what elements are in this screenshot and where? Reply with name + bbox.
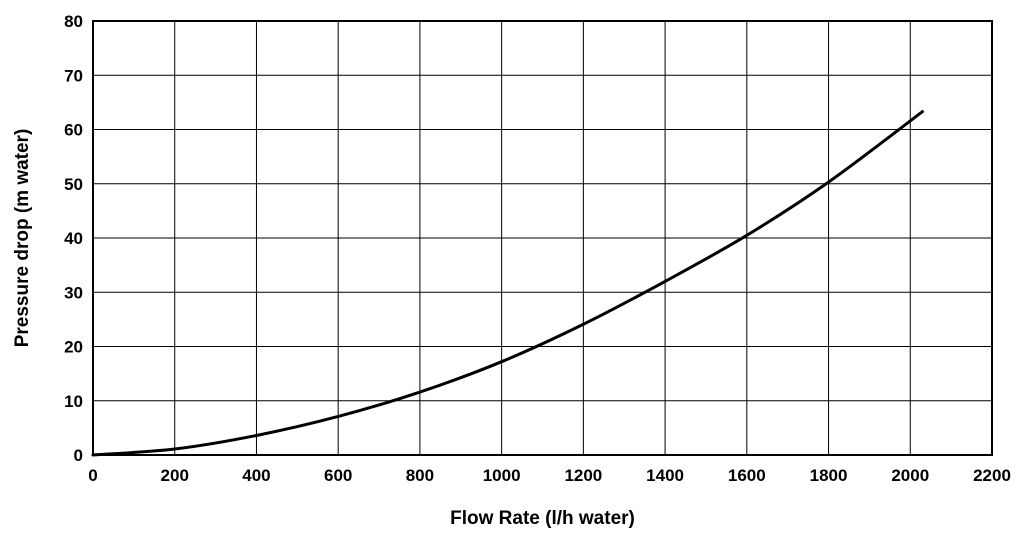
plot-frame [92,20,993,456]
x-tick-label: 1400 [646,466,684,485]
x-tick-label: 2200 [973,466,1011,485]
y-tick-label: 70 [64,66,83,85]
grid [92,20,993,456]
y-tick-label: 10 [64,392,83,411]
y-tick-label: 80 [64,12,83,31]
x-tick-label: 200 [161,466,189,485]
x-tick-label: 1800 [810,466,848,485]
x-tick-label: 1600 [728,466,766,485]
x-tick-label: 0 [88,466,97,485]
x-tick-labels: 0 200 400 600 800 1000 1200 1400 1600 1800 2000 220… [88,466,1011,485]
y-tick-label: 50 [64,175,83,194]
y-tick-label: 20 [64,338,83,357]
y-tick-label: 40 [64,229,83,248]
pressure-drop-curve [91,110,925,457]
y-tick-label: 0 [74,446,83,465]
x-tick-label: 1200 [564,466,602,485]
y-tick-label: 30 [64,283,83,302]
x-tick-label: 1000 [483,466,521,485]
x-axis-label: Flow Rate (l/h water) [450,508,635,529]
x-tick-label: 2000 [891,466,929,485]
x-tick-label: 400 [242,466,270,485]
x-tick-label: 800 [406,466,434,485]
y-tick-label: 60 [64,121,83,140]
y-tick-labels: 0 10 20 30 40 50 60 70 80 [64,12,83,465]
x-tick-label: 600 [324,466,352,485]
y-axis-label: Pressure drop (m water) [12,129,33,348]
